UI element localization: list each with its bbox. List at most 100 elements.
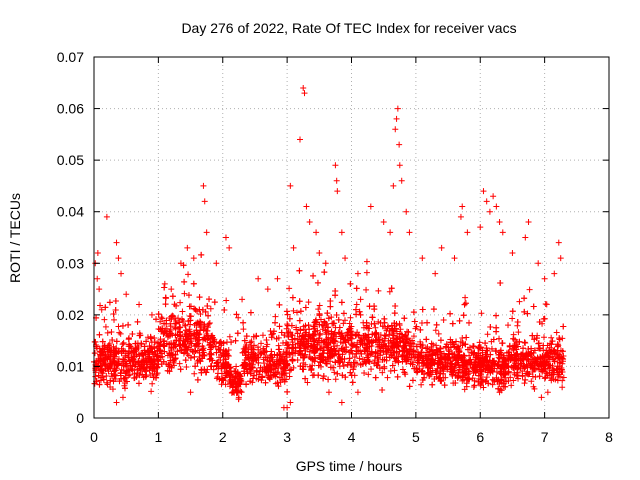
data-point <box>457 364 464 371</box>
data-point <box>170 357 177 364</box>
data-point <box>120 339 127 346</box>
data-point <box>103 213 110 220</box>
data-point <box>390 182 397 189</box>
data-point <box>347 280 354 287</box>
data-point <box>437 345 444 352</box>
data-point <box>497 370 504 377</box>
data-point <box>245 355 252 362</box>
data-point <box>107 351 114 358</box>
data-point <box>110 310 117 317</box>
data-point <box>516 298 523 305</box>
data-point <box>557 347 564 354</box>
data-point <box>338 229 345 236</box>
data-point <box>194 376 201 383</box>
data-point <box>271 351 278 358</box>
data-point <box>287 399 294 406</box>
data-point <box>503 360 510 367</box>
data-point <box>530 303 537 310</box>
data-point <box>496 335 503 342</box>
data-point <box>297 136 303 143</box>
data-point <box>221 363 228 370</box>
data-point <box>195 340 202 347</box>
data-point <box>91 380 98 387</box>
data-point <box>422 353 429 360</box>
data-point <box>109 373 116 380</box>
data-point <box>396 141 403 148</box>
data-point <box>185 292 192 299</box>
data-point <box>395 359 402 366</box>
data-point <box>544 372 551 379</box>
data-point <box>118 375 125 382</box>
data-point <box>272 319 279 326</box>
data-point <box>334 342 341 349</box>
data-point <box>318 356 325 363</box>
data-point <box>522 376 529 383</box>
data-point <box>248 338 255 345</box>
data-point <box>160 342 167 349</box>
data-point <box>556 336 563 343</box>
data-point <box>385 347 392 354</box>
data-point <box>270 366 277 373</box>
data-point <box>181 290 188 297</box>
data-point <box>294 309 301 316</box>
data-point <box>157 318 164 325</box>
data-point <box>546 344 553 351</box>
data-point <box>222 356 229 363</box>
data-point <box>430 306 437 313</box>
data-point <box>284 330 291 337</box>
data-point <box>153 316 160 323</box>
data-point <box>258 377 265 384</box>
data-point <box>429 356 436 363</box>
data-point <box>451 367 458 374</box>
data-point <box>499 229 506 236</box>
data-point <box>109 336 116 343</box>
data-point <box>482 353 489 360</box>
data-point <box>379 323 386 330</box>
data-point <box>541 275 548 282</box>
data-point <box>116 329 123 336</box>
data-point <box>148 311 155 318</box>
data-point <box>462 300 469 307</box>
data-point <box>206 342 213 349</box>
data-point <box>506 342 513 349</box>
data-point <box>283 350 290 357</box>
data-point <box>97 302 104 309</box>
data-point <box>121 379 128 386</box>
data-point <box>547 354 554 361</box>
data-point <box>511 357 518 364</box>
data-point <box>177 299 184 306</box>
data-point <box>247 378 254 385</box>
data-point <box>550 367 557 374</box>
data-point <box>347 314 354 321</box>
data-point <box>382 333 389 340</box>
data-point <box>146 367 153 374</box>
data-point <box>239 296 246 303</box>
data-point <box>486 365 493 372</box>
data-point <box>149 361 156 368</box>
data-point <box>332 348 339 355</box>
data-point <box>498 377 505 384</box>
data-point <box>91 350 98 357</box>
data-point <box>372 324 379 331</box>
data-point <box>332 162 339 169</box>
data-point <box>308 367 315 374</box>
data-point <box>364 347 371 354</box>
data-point <box>115 323 122 330</box>
data-point <box>420 363 427 370</box>
data-point <box>445 351 452 358</box>
data-point <box>263 336 270 343</box>
data-point <box>541 354 548 361</box>
data-point <box>268 348 275 355</box>
data-point <box>239 362 246 369</box>
data-point <box>258 340 265 347</box>
data-point <box>369 314 376 321</box>
data-point <box>477 358 484 365</box>
data-point <box>301 90 308 97</box>
data-point <box>452 357 459 364</box>
data-point <box>117 330 124 337</box>
data-point <box>294 330 301 337</box>
data-point <box>519 373 526 380</box>
data-point <box>159 325 166 332</box>
data-point <box>461 301 468 308</box>
data-point <box>184 244 191 251</box>
